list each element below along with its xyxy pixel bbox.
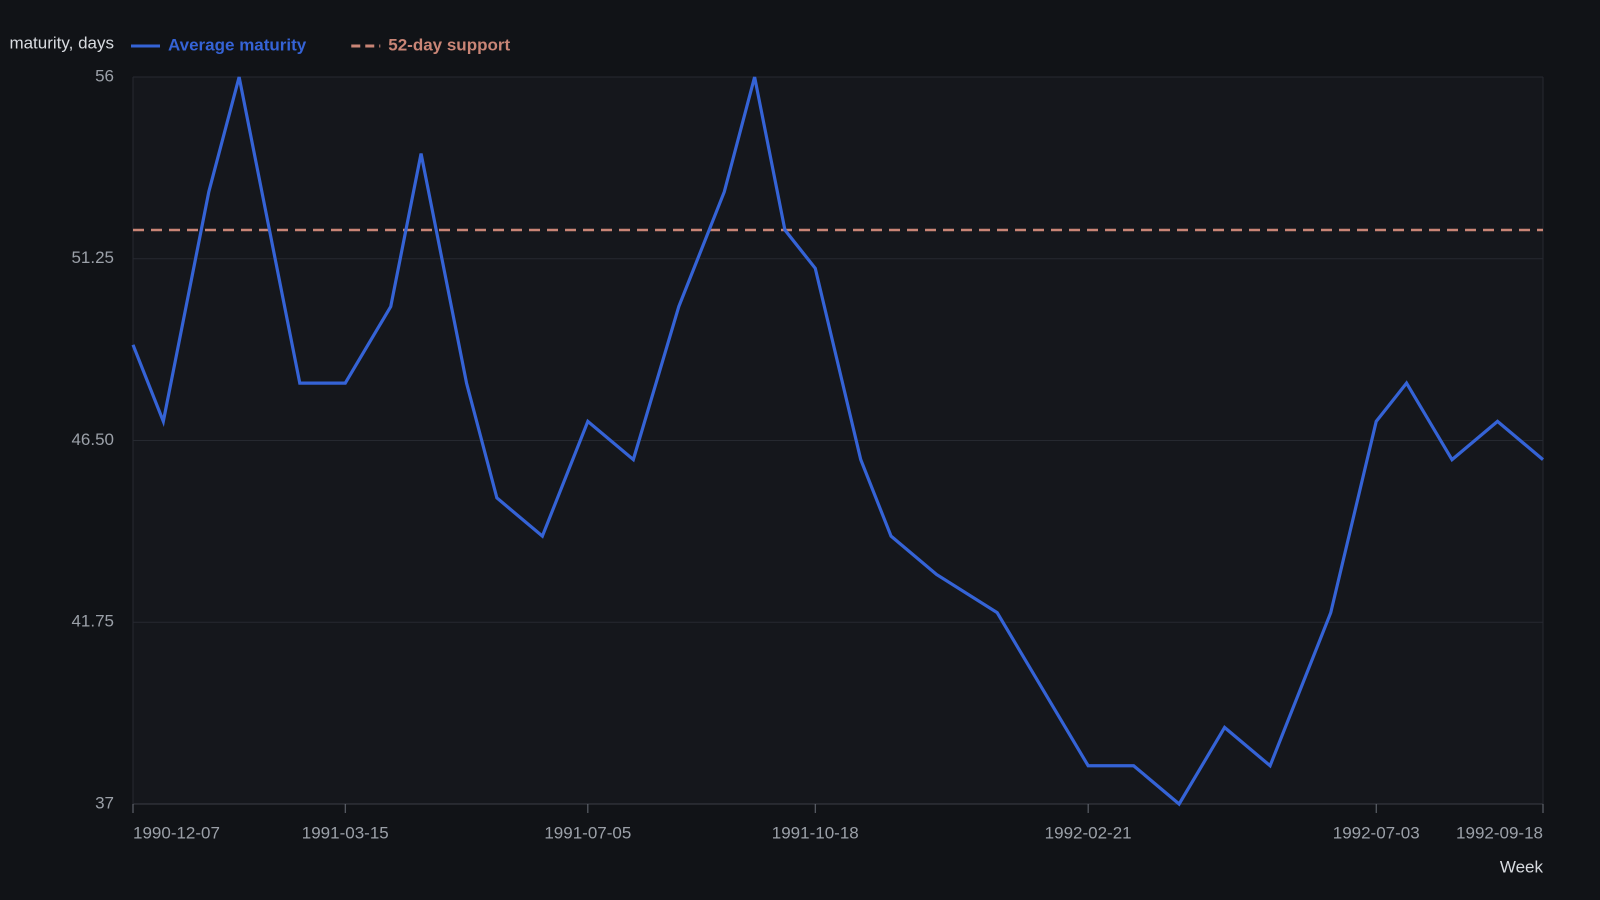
- x-tick-label: 1990-12-07: [133, 823, 220, 842]
- series-line: [131, 76, 1545, 807]
- x-tick-label: 1992-09-18: [1456, 823, 1543, 842]
- y-tick-label: 46.50: [71, 430, 114, 449]
- legend-label: Average maturity: [168, 35, 307, 54]
- y-axis-label: maturity, days: [9, 33, 114, 52]
- x-axis-label: Week: [1500, 857, 1544, 876]
- x-tick-label: 1991-03-15: [302, 823, 389, 842]
- x-tick-label: 1991-07-05: [544, 823, 631, 842]
- x-tick-label: 1991-10-18: [772, 823, 859, 842]
- y-tick-label: 37: [95, 793, 114, 812]
- legend-label: 52-day support: [388, 35, 510, 54]
- x-tick-label: 1992-02-21: [1045, 823, 1132, 842]
- y-tick-label: 51.25: [71, 248, 114, 267]
- x-tick-label: 1992-07-03: [1333, 823, 1420, 842]
- y-tick-label: 56: [95, 66, 114, 85]
- y-tick-label: 41.75: [71, 612, 114, 631]
